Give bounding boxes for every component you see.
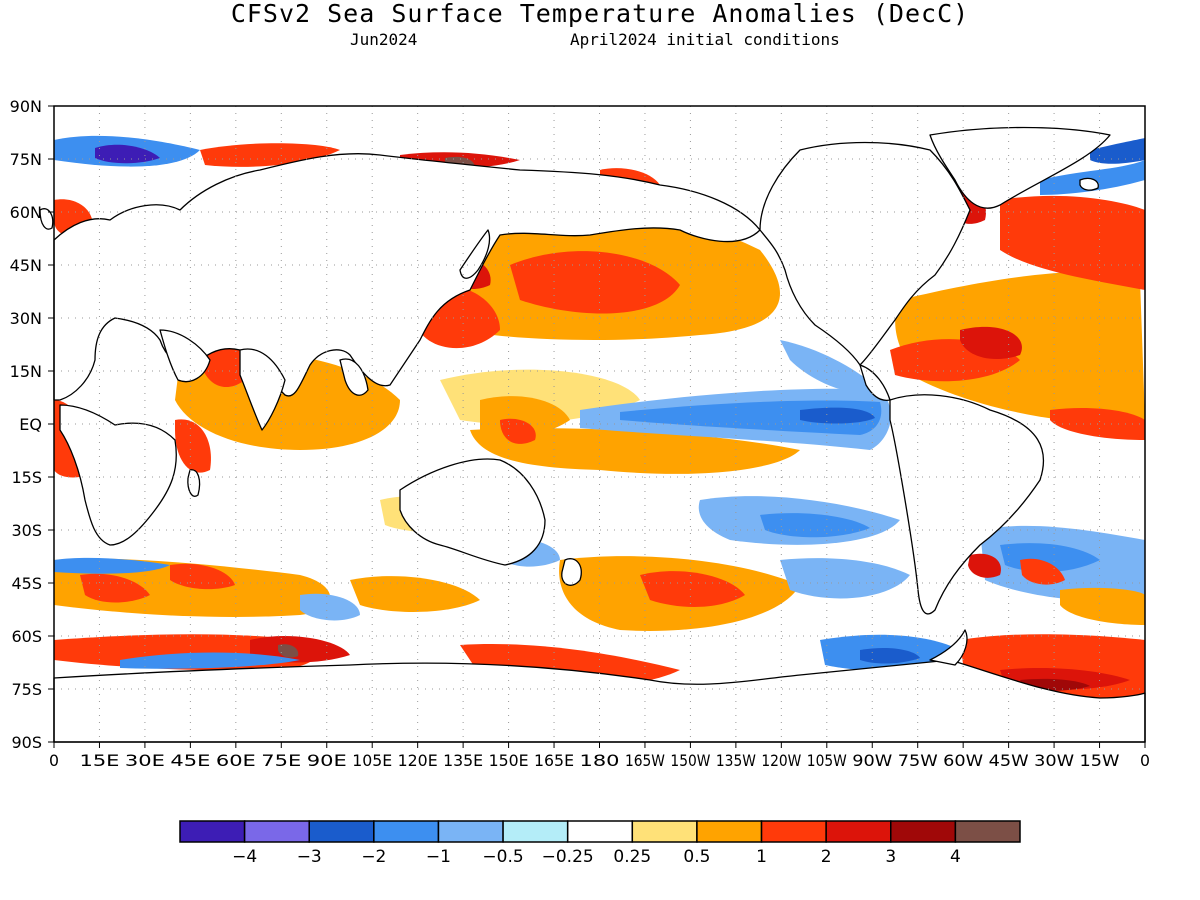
valid-month-label: Jun2024 (350, 30, 418, 49)
lat-tick-label: 45N (10, 256, 42, 275)
lat-tick-label: 45S (11, 574, 42, 593)
colorbar-swatch (243, 820, 310, 843)
lon-tick-label: 15E (79, 751, 119, 770)
colorbar-label: −3 (297, 847, 322, 867)
lon-tick-label: 105E (352, 751, 392, 770)
land-masses (39, 126, 1146, 743)
lon-tick-label: 75W (898, 751, 938, 770)
lon-tick-label: 135W (716, 751, 756, 770)
lon-tick-label: 60W (943, 751, 983, 770)
colorbar-label: 1 (756, 847, 767, 867)
lat-tick-label: 60N (10, 203, 42, 222)
lon-tick-label: 180 (580, 751, 620, 770)
lon-tick-label: 165E (534, 751, 574, 770)
lat-tick-label: 90S (11, 733, 42, 752)
colorbar-swatch (631, 820, 698, 843)
initial-conditions-label: April2024 initial conditions (570, 30, 840, 49)
colorbar-label: 2 (821, 847, 832, 867)
lon-tick-label: 90W (852, 751, 892, 770)
colorbar-label: −2 (361, 847, 386, 867)
lon-tick-label: 105W (807, 751, 847, 770)
chart-title: CFSv2 Sea Surface Temperature Anomalies … (230, 0, 970, 28)
map-grid (54, 106, 1145, 742)
lon-tick-label: 0 (1140, 751, 1150, 770)
colorbar-labels: −4 −3 −2 −1 −0.5 −0.25 0.25 0.5 1 2 3 4 (232, 847, 961, 867)
colorbar-swatch (437, 820, 504, 843)
colorbar-swatch (954, 820, 1021, 843)
colorbar-swatch (825, 820, 892, 843)
lon-tick-label: 120E (398, 751, 438, 770)
colorbar-label: 0.5 (683, 847, 710, 867)
lon-tick-label: 120W (761, 751, 801, 770)
colorbar-swatch (502, 820, 569, 843)
colorbar-label: −1 (426, 847, 451, 867)
lon-tick-label: 90E (307, 751, 347, 770)
colorbar-label: −4 (232, 847, 257, 867)
longitude-labels: 0 15E 30E 45E 60E 75E 90E 105E 120E 135E 150E 165E 1… (49, 742, 1150, 770)
lat-tick-label: 30N (10, 309, 42, 328)
colorbar-label: 0.25 (613, 847, 651, 867)
colorbar-swatch (566, 820, 634, 843)
colorbar-swatch (696, 820, 763, 843)
colorbar-label: −0.5 (482, 847, 523, 867)
lon-tick-label: 30W (1034, 751, 1074, 770)
lon-tick-label: 60E (216, 751, 256, 770)
lon-tick-label: 15W (1080, 751, 1120, 770)
lat-tick-label: 90N (10, 97, 42, 116)
colorbar-swatch (760, 820, 827, 843)
lat-tick-label: 15N (10, 362, 42, 381)
lon-tick-label: 165W (625, 751, 665, 770)
lon-tick-label: 150E (489, 751, 529, 770)
lon-tick-label: 0 (49, 751, 59, 770)
lat-tick-label: 15S (11, 468, 42, 487)
colorbar-swatch (308, 820, 375, 843)
lon-tick-label: 135E (443, 751, 483, 770)
lon-tick-label: 45E (170, 751, 210, 770)
colorbar-boxes (179, 820, 1021, 843)
lat-tick-label: 60S (11, 627, 42, 646)
lon-tick-label: 30E (125, 751, 165, 770)
lat-tick-label: 75S (11, 680, 42, 699)
colorbar-swatch (179, 820, 246, 843)
lat-tick-label: 75N (10, 150, 42, 169)
lat-tick-label: EQ (19, 415, 42, 434)
latitude-labels: 90N 75N 60N 45N 30N 15N EQ 15S 30S 45S 60S 75S 90S (10, 97, 54, 752)
colorbar-swatch (373, 820, 440, 843)
lat-tick-label: 30S (11, 521, 42, 540)
colorbar-swatch (890, 820, 957, 843)
lon-tick-label: 75E (261, 751, 301, 770)
lon-tick-label: 150W (670, 751, 710, 770)
lon-tick-label: 45W (989, 751, 1029, 770)
colorbar-label: 4 (950, 847, 961, 867)
colorbar-label: −0.25 (542, 847, 594, 867)
colorbar-label: 3 (885, 847, 896, 867)
